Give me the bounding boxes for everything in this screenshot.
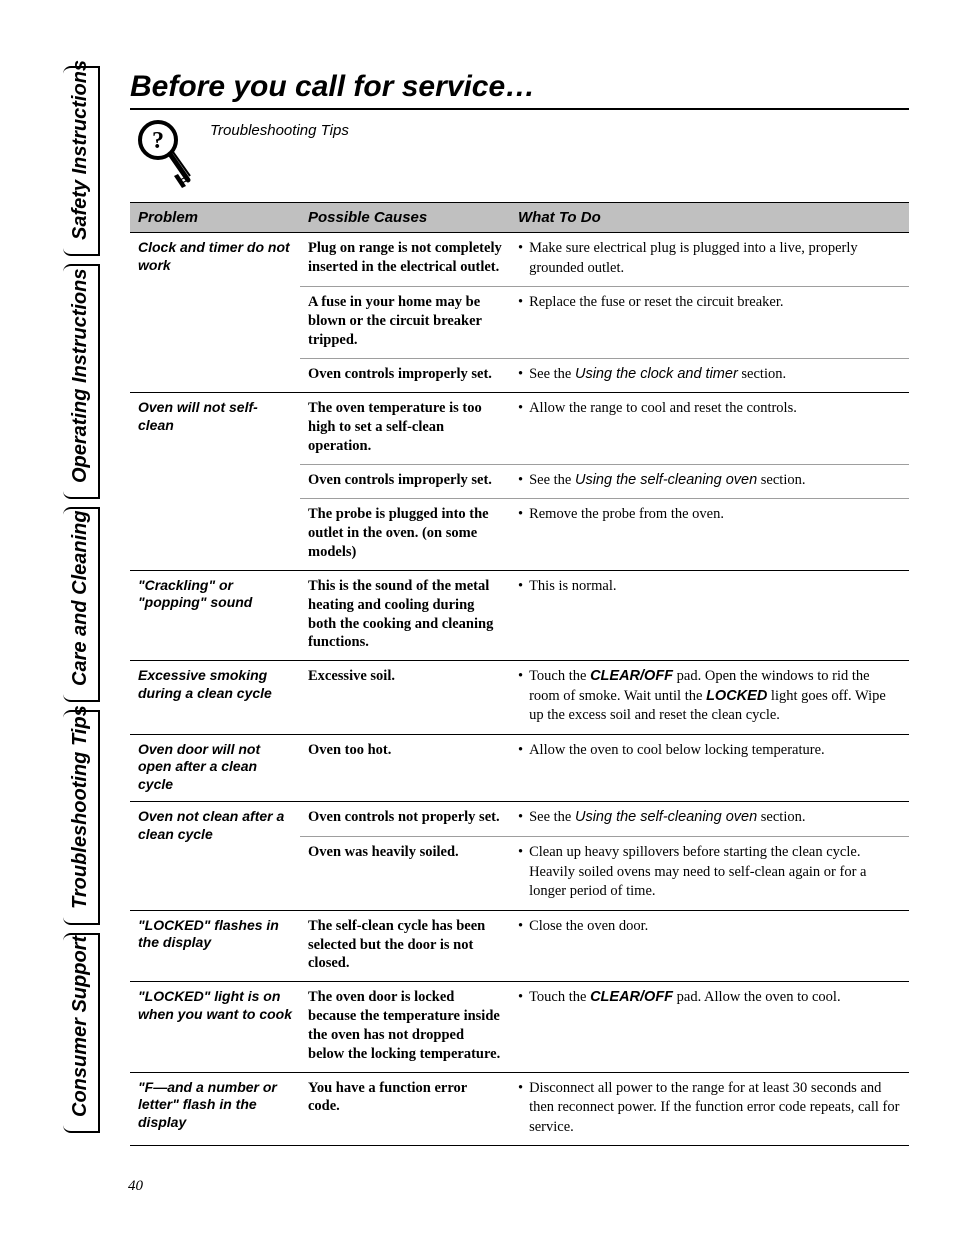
todo-cell: •See the Using the self-cleaning oven se…	[510, 802, 909, 836]
table-row: "LOCKED" flashes in the displayThe self-…	[130, 911, 909, 982]
problem-cell: "LOCKED" light is on when you want to co…	[130, 982, 300, 1071]
table-row: Oven will not self-cleanThe oven tempera…	[130, 393, 909, 464]
header-problem: Problem	[130, 203, 300, 233]
todo-cell: •Allow the range to cool and reset the c…	[510, 393, 909, 464]
problem-cell: Oven not clean after a clean cycle	[130, 802, 300, 909]
table-row: "Crackling" or "popping" soundThis is th…	[130, 571, 909, 660]
cause-cell: You have a function error code.	[300, 1073, 510, 1146]
table-row: "LOCKED" light is on when you want to co…	[130, 982, 909, 1071]
table-row: Oven door will not open after a clean cy…	[130, 735, 909, 802]
tips-row: ? Troubleshooting Tips	[130, 118, 909, 192]
side-tab-operating: Operating Instructions	[63, 264, 100, 499]
todo-cell: •Allow the oven to cool below locking te…	[510, 735, 909, 802]
cause-cell: Oven was heavily soiled.	[300, 837, 510, 910]
group-divider	[130, 1145, 909, 1146]
troubleshooting-table: Problem Possible Causes What To Do Clock…	[130, 202, 909, 1146]
svg-text:?: ?	[152, 128, 164, 154]
side-tab-consumer: Consumer Support	[63, 933, 100, 1133]
cause-cell: Oven too hot.	[300, 735, 510, 802]
header-causes: Possible Causes	[300, 203, 510, 233]
table-row: "F—and a number or letter" flash in the …	[130, 1073, 909, 1146]
problem-cell: "F—and a number or letter" flash in the …	[130, 1073, 300, 1146]
table-row: Clock and timer do not workPlug on range…	[130, 233, 909, 287]
table-row: Excessive smoking during a clean cycleEx…	[130, 661, 909, 734]
cause-cell: Plug on range is not completely inserted…	[300, 233, 510, 287]
magnifier-icon: ?	[130, 118, 194, 192]
cause-cell: Oven controls improperly set.	[300, 359, 510, 393]
title-rule	[130, 108, 909, 110]
problem-cell: Oven will not self-clean	[130, 393, 300, 570]
table-header-row: Problem Possible Causes What To Do	[130, 203, 909, 233]
cause-cell: The self-clean cycle has been selected b…	[300, 911, 510, 982]
page-number: 40	[128, 1178, 143, 1195]
cause-cell: The probe is plugged into the outlet in …	[300, 499, 510, 570]
side-tab-care: Care and Cleaning	[63, 507, 100, 702]
todo-cell: •Make sure electrical plug is plugged in…	[510, 233, 909, 287]
todo-cell: •See the Using the clock and timer secti…	[510, 359, 909, 393]
todo-cell: •Close the oven door.	[510, 911, 909, 982]
cause-cell: Oven controls improperly set.	[300, 465, 510, 499]
page-title: Before you call for service…	[130, 70, 909, 104]
side-tabs: Safety Instructions Operating Instructio…	[0, 66, 100, 1166]
todo-cell: •Clean up heavy spillovers before starti…	[510, 837, 909, 910]
todo-cell: •Disconnect all power to the range for a…	[510, 1073, 909, 1146]
todo-cell: •Remove the probe from the oven.	[510, 499, 909, 570]
todo-cell: •See the Using the self-cleaning oven se…	[510, 465, 909, 499]
todo-cell: •Touch the CLEAR/OFF pad. Open the windo…	[510, 661, 909, 734]
cause-cell: The oven temperature is too high to set …	[300, 393, 510, 464]
problem-cell: Excessive smoking during a clean cycle	[130, 661, 300, 734]
cause-cell: The oven door is locked because the temp…	[300, 982, 510, 1071]
problem-cell: "Crackling" or "popping" sound	[130, 571, 300, 660]
cause-cell: This is the sound of the metal heating a…	[300, 571, 510, 660]
side-tab-troubleshooting: Troubleshooting Tips	[63, 710, 100, 925]
page-content: Before you call for service… ? Troublesh…	[130, 70, 909, 1146]
todo-cell: •Replace the fuse or reset the circuit b…	[510, 287, 909, 358]
cause-cell: Oven controls not properly set.	[300, 802, 510, 836]
side-tab-safety: Safety Instructions	[63, 66, 100, 256]
header-todo: What To Do	[510, 203, 909, 233]
table-row: Oven not clean after a clean cycleOven c…	[130, 802, 909, 836]
tips-label: Troubleshooting Tips	[210, 118, 349, 139]
problem-cell: "LOCKED" flashes in the display	[130, 911, 300, 982]
cause-cell: Excessive soil.	[300, 661, 510, 734]
todo-cell: •This is normal.	[510, 571, 909, 660]
problem-cell: Clock and timer do not work	[130, 233, 300, 393]
cause-cell: A fuse in your home may be blown or the …	[300, 287, 510, 358]
problem-cell: Oven door will not open after a clean cy…	[130, 735, 300, 802]
todo-cell: •Touch the CLEAR/OFF pad. Allow the oven…	[510, 982, 909, 1071]
